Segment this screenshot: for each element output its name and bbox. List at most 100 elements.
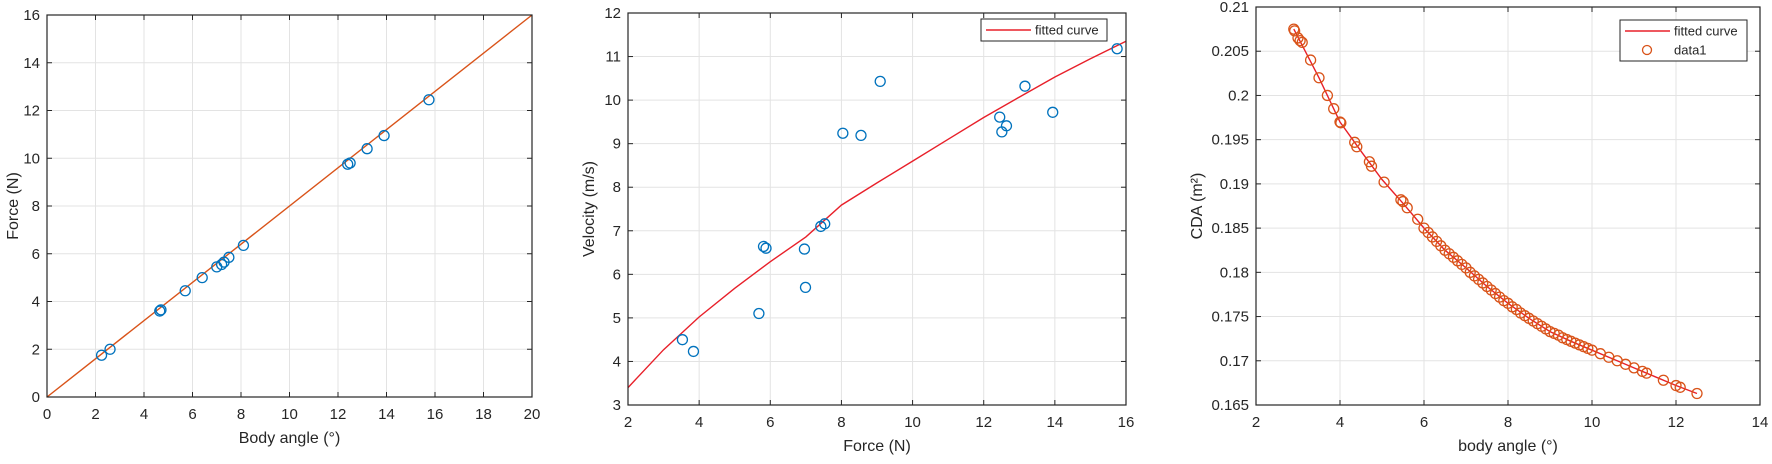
x-tick-label: 10 (904, 414, 921, 431)
y-tick-label: 7 (613, 223, 621, 240)
legend-box (1619, 19, 1748, 62)
data-point (1351, 141, 1363, 153)
x-tick-label: 16 (427, 406, 444, 423)
data-point (1335, 117, 1347, 129)
y-tick-label: 0.17 (1220, 353, 1249, 370)
y-tick-label: 8 (613, 179, 621, 196)
x-tick-label: 10 (281, 406, 298, 423)
x-tick-label: 12 (1668, 414, 1685, 431)
data-point (760, 242, 772, 254)
data-point (1674, 381, 1686, 393)
data-point (1111, 43, 1123, 55)
y-tick-label: 6 (32, 246, 40, 263)
data-point (155, 304, 167, 316)
x-tick-label: 18 (475, 406, 492, 423)
y-tick-label: 9 (613, 136, 621, 153)
data-point (378, 129, 390, 142)
data-point (1019, 80, 1031, 92)
data-point (1334, 116, 1346, 128)
y-tick-label: 10 (23, 150, 40, 167)
data-point (1000, 120, 1013, 132)
y-tick-label: 0.175 (1211, 309, 1249, 326)
y-tick-label: 0.165 (1211, 397, 1249, 414)
x-tick-label: 16 (1118, 414, 1135, 431)
x-tick-label: 14 (1752, 414, 1769, 431)
y-axis-label: CDA (m²) (1189, 173, 1206, 240)
legend-marker-swatch (1641, 44, 1653, 56)
data-point (95, 349, 108, 361)
y-tick-label: 0.18 (1220, 264, 1249, 281)
legend-entry: fitted curve (1674, 24, 1738, 39)
data-point (687, 345, 700, 358)
fitted-line (627, 40, 1127, 389)
data-point (1640, 367, 1653, 379)
x-tick-label: 2 (624, 414, 632, 431)
data-point (1321, 89, 1334, 102)
axes-box (627, 12, 1127, 406)
y-tick-label: 5 (613, 310, 621, 327)
data-point (855, 129, 867, 142)
y-tick-label: 0 (32, 389, 40, 406)
y-tick-label: 2 (32, 341, 40, 358)
x-tick-label: 8 (1504, 414, 1512, 431)
y-tick-label: 11 (605, 49, 621, 66)
data-point (1395, 194, 1407, 206)
data-point (1294, 34, 1306, 47)
data-point (757, 240, 770, 253)
data-point (874, 75, 886, 88)
y-tick-label: 0.195 (1211, 132, 1249, 149)
x-tick-label: 6 (188, 406, 196, 423)
x-tick-label: 4 (140, 406, 148, 423)
y-tick-label: 12 (23, 103, 40, 120)
data-point (104, 343, 116, 355)
plot-area (628, 13, 1126, 405)
y-axis-label: Force (N) (5, 172, 22, 240)
y-tick-label: 3 (613, 397, 621, 414)
y-tick-label: 12 (604, 5, 621, 22)
data-point (1691, 387, 1703, 400)
data-point (753, 307, 765, 320)
x-axis-label: Force (N) (843, 438, 911, 455)
y-axis-label: Velocity (m/s) (581, 161, 598, 257)
y-tick-label: 4 (32, 294, 40, 311)
y-tick-label: 4 (613, 353, 621, 370)
data-point (994, 111, 1006, 123)
data-point (837, 127, 849, 139)
legend: fitted curve data1 (1619, 19, 1748, 62)
y-tick-label: 14 (23, 55, 40, 72)
y-tick-label: 6 (613, 266, 621, 283)
data-point (819, 218, 831, 230)
data-point (223, 251, 235, 263)
x-axis-label: body angle (°) (1458, 438, 1558, 455)
data-point (344, 157, 356, 169)
x-tick-label: 14 (378, 406, 395, 423)
x-tick-label: 8 (237, 406, 245, 423)
y-tick-label: 0.2 (1228, 87, 1249, 104)
legend-box (980, 18, 1108, 42)
x-axis-label: Body angle (°) (239, 430, 341, 447)
chart-2: 2 4 6 8 10 12 14 16 3 4 5 6 7 8 9 10 11 12 Force (N) Veloci… (581, 5, 1134, 455)
data-point (237, 239, 250, 252)
data-point (1365, 160, 1378, 172)
data-point (1296, 36, 1308, 49)
data-point (1313, 72, 1325, 84)
data-point (196, 271, 208, 284)
data-point (215, 258, 228, 271)
y-tick-label: 0.19 (1220, 176, 1249, 193)
data-point (154, 305, 166, 317)
data-point (1047, 106, 1059, 118)
data-point (1657, 374, 1670, 386)
x-tick-label: 12 (330, 406, 347, 423)
axes-box (46, 14, 533, 398)
data-point (676, 334, 689, 346)
axes-box (1255, 6, 1761, 406)
data-point (361, 143, 373, 155)
data-point (1401, 202, 1413, 214)
y-tick-label: 8 (32, 198, 40, 215)
fitted-line (46, 14, 533, 398)
data-point (799, 281, 812, 294)
x-tick-label: 6 (1420, 414, 1428, 431)
y-tick-label: 0.185 (1211, 220, 1249, 237)
legend-entry: data1 (1674, 43, 1707, 58)
